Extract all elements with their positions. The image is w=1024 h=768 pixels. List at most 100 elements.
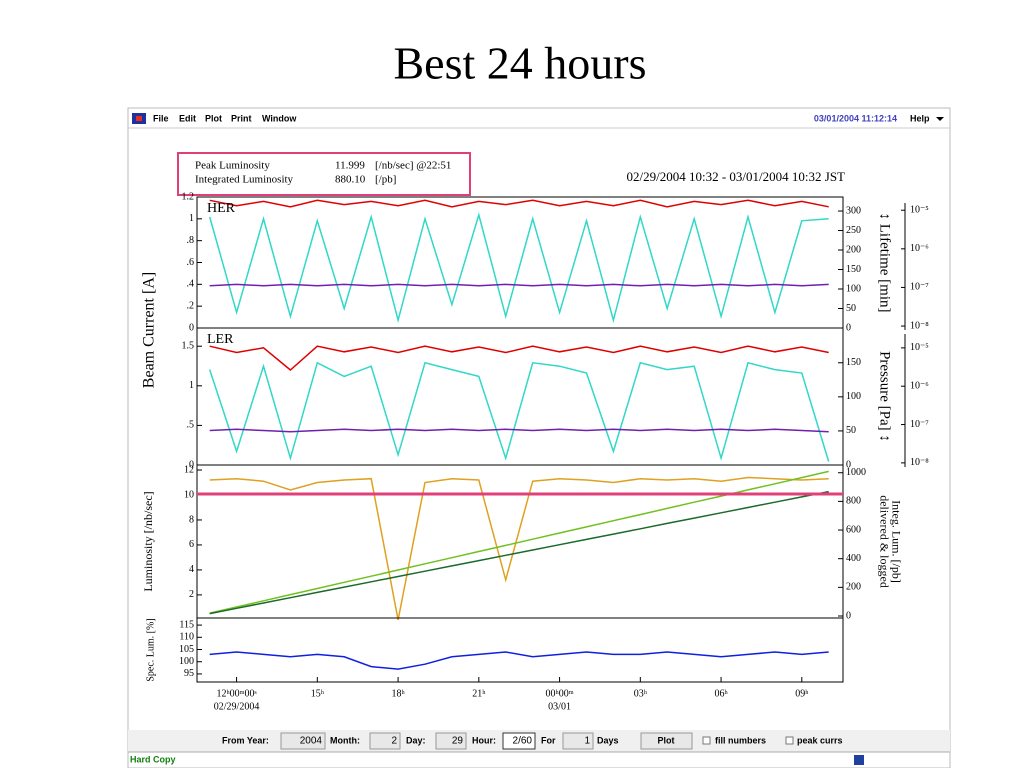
y-axis-title: Spec. Lum. [%] — [145, 618, 156, 681]
series-line — [209, 476, 829, 621]
y-tick-label: .2 — [187, 300, 195, 311]
plot-button-label[interactable]: Plot — [658, 735, 675, 745]
y2-tick-label: 0 — [846, 459, 851, 470]
y-tick-label: 0 — [189, 322, 194, 333]
y-tick-label: 1 — [189, 380, 194, 391]
y-tick-label: 12 — [184, 464, 194, 475]
hour-field[interactable] — [502, 732, 536, 750]
menu-item[interactable]: File — [153, 113, 169, 123]
highlight-box — [177, 152, 471, 196]
y3-tick-label: 10⁻⁶ — [910, 243, 929, 254]
control-label: Days — [597, 735, 619, 745]
control-label: For — [541, 735, 556, 745]
for-value[interactable]: 1 — [584, 736, 590, 747]
menu-item[interactable]: Edit — [179, 113, 196, 123]
menu-item[interactable]: Window — [262, 113, 297, 123]
year-field[interactable] — [280, 732, 326, 750]
summary-label: Peak Luminosity — [195, 160, 270, 172]
y3-tick-label: 10⁻⁵ — [910, 205, 929, 216]
app-icon-detail — [136, 116, 142, 121]
for-field[interactable] — [562, 732, 594, 750]
summary-unit: [/pb] — [375, 174, 396, 186]
summary-value: 11.999 — [335, 160, 365, 172]
y3-axis-title: Pressure [Pa] ↕ — [877, 351, 893, 442]
y2-axis-title: ↕ Lifetime [min] — [877, 213, 893, 313]
y2-tick-label: 400 — [846, 553, 861, 564]
series-line — [209, 428, 829, 433]
panel-label: HER — [207, 201, 236, 216]
hour-value[interactable]: 2/60 — [513, 736, 533, 747]
y-tick-label: 1 — [189, 213, 194, 224]
y3-tick-label: 10⁻⁷ — [910, 419, 929, 430]
day-value[interactable]: 29 — [452, 736, 464, 747]
x-tick-label: 18ʰ — [391, 688, 405, 699]
month-value[interactable]: 2 — [391, 736, 397, 747]
x-tick-label: 12ʰ00ᵐ00ˢ — [216, 688, 256, 699]
y-tick-label: .5 — [187, 420, 195, 431]
y-tick-label: 105 — [179, 644, 194, 655]
y-tick-label: 1.2 — [182, 191, 195, 202]
checkbox-label[interactable]: fill numbers — [715, 735, 766, 745]
summary-unit: [/nb/sec] @22:51 — [375, 160, 451, 172]
y-tick-label: .6 — [187, 257, 195, 268]
control-label: From Year: — [222, 735, 269, 745]
series-line — [209, 490, 829, 615]
series-line — [208, 212, 829, 324]
control-label: Day: — [406, 735, 426, 745]
control-bar — [128, 730, 950, 752]
y2-axis-title: delivered & logged — [877, 495, 891, 588]
help-arrow[interactable] — [936, 117, 944, 121]
y2-tick-label: 100 — [846, 283, 861, 294]
y2-tick-label: 50 — [846, 303, 856, 314]
y-tick-label: .4 — [187, 279, 195, 290]
series-line — [209, 199, 829, 208]
y-tick-label: 95 — [184, 668, 194, 679]
y2-tick-label: 100 — [846, 391, 861, 402]
month-field[interactable] — [369, 732, 401, 750]
x-date-label: 02/29/2004 — [214, 701, 260, 712]
status-icon — [854, 755, 864, 765]
control-label: Month: — [330, 735, 360, 745]
y2-tick-label: 1000 — [846, 467, 866, 478]
plot-button[interactable] — [640, 732, 693, 750]
status-text[interactable]: Hard Copy — [130, 754, 176, 764]
y3-tick-label: 10⁻⁵ — [910, 342, 929, 353]
x-tick-label: 21ʰ — [472, 688, 486, 699]
y2-tick-label: 300 — [846, 205, 861, 216]
series-line — [209, 345, 829, 371]
checkbox[interactable] — [702, 736, 711, 745]
y2-tick-label: 600 — [846, 524, 861, 535]
app-window — [127, 107, 951, 768]
y3-tick-label: 10⁻⁸ — [910, 457, 929, 468]
menu-item[interactable]: Print — [231, 113, 252, 123]
y3-tick-label: 10⁻⁸ — [910, 320, 929, 331]
control-label: Hour: — [472, 735, 496, 745]
x-tick-label: 09ʰ — [795, 688, 809, 699]
y2-tick-label: 250 — [846, 225, 861, 236]
x-tick-label: 15ʰ — [311, 688, 325, 699]
y-tick-label: 0 — [189, 459, 194, 470]
y2-tick-label: 200 — [846, 244, 861, 255]
y2-tick-label: 0 — [846, 322, 851, 333]
x-tick-label: 00ʰ00ᵐ — [546, 688, 574, 699]
y3-tick-label: 10⁻⁶ — [910, 381, 929, 392]
series-line — [209, 283, 829, 287]
checkbox[interactable] — [785, 736, 794, 745]
checkbox-label[interactable]: peak currs — [797, 735, 843, 745]
y-tick-label: 8 — [189, 514, 194, 525]
y2-tick-label: 50 — [846, 425, 856, 436]
y-axis-title: Luminosity [/nb/sec] — [141, 491, 155, 591]
day-field[interactable] — [435, 732, 467, 750]
y-tick-label: 115 — [179, 619, 194, 630]
menu-item[interactable]: Plot — [205, 113, 222, 123]
y-axis-title: Beam Current [A] — [141, 272, 158, 388]
y2-tick-label: 200 — [846, 582, 861, 593]
x-tick-label: 03ʰ — [634, 688, 648, 699]
y-tick-label: .8 — [187, 235, 195, 246]
time-range: 02/29/2004 10:32 - 03/01/2004 10:32 JST — [627, 169, 846, 184]
year-value[interactable]: 2004 — [300, 736, 323, 747]
series-line — [208, 361, 830, 462]
y2-tick-label: 150 — [846, 264, 861, 275]
help-menu[interactable]: Help — [910, 113, 930, 123]
